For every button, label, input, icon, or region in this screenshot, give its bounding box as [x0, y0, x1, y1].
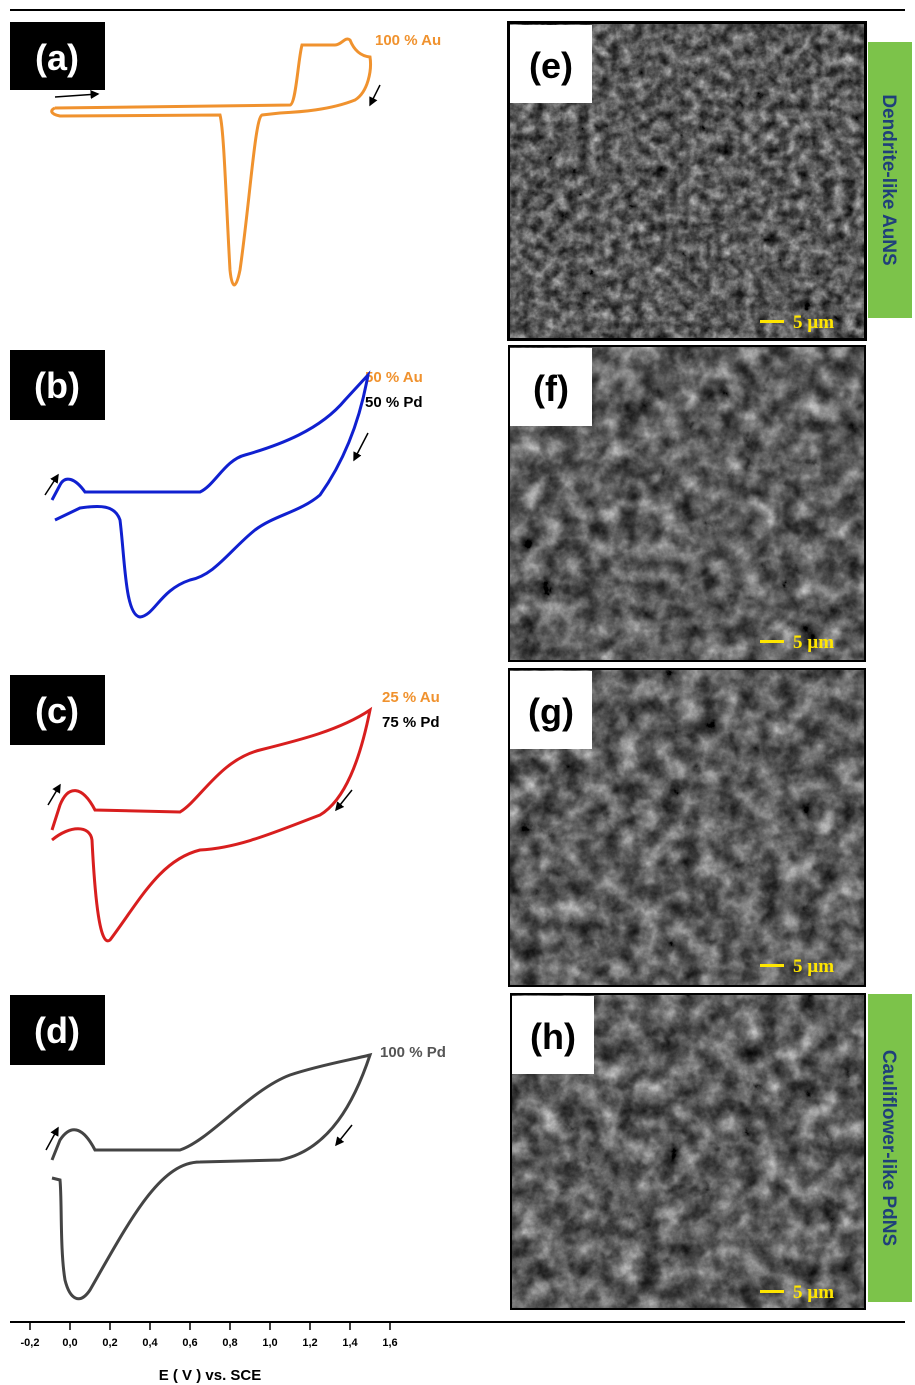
scale-bars — [760, 320, 784, 1293]
label-box — [10, 22, 105, 90]
scale-label: 5 µm — [793, 312, 834, 333]
image-label-box — [510, 25, 592, 103]
arrow — [47, 783, 61, 806]
sem-images: (e) (f) (g) (h) 5 µm 5 µm 5 µm 5 µm — [507, 21, 867, 1310]
image-label: (f) — [533, 368, 569, 409]
tick-label: 1,4 — [342, 1337, 358, 1349]
scale-label: 5 µm — [793, 1282, 834, 1303]
composition: 25 % Au — [382, 689, 440, 706]
tick-label: 0,2 — [102, 1337, 117, 1349]
arrows — [44, 84, 381, 1151]
panel-label: (a) — [35, 37, 79, 78]
arrow — [335, 1124, 353, 1147]
tick-label: -0,2 — [21, 1337, 40, 1349]
tick-label: 0,0 — [62, 1337, 77, 1349]
arrow — [369, 84, 381, 107]
arrow — [44, 473, 59, 496]
image-label: (e) — [529, 45, 573, 86]
cv-curve — [50, 37, 372, 287]
composition: 75 % Pd — [382, 714, 440, 731]
tick-label: 1,6 — [382, 1337, 397, 1349]
image-label-box — [510, 671, 592, 749]
panel-label: (d) — [34, 1010, 80, 1051]
image-label: (g) — [528, 691, 574, 732]
image-label: (h) — [530, 1016, 576, 1057]
tick-label: 0,4 — [142, 1337, 158, 1349]
side-label: Cauliflower-like PdNS — [878, 1050, 899, 1246]
scale-bar — [760, 1290, 784, 1293]
image-label-box — [510, 348, 592, 426]
tick-label: 0,6 — [182, 1337, 197, 1349]
label-box — [10, 995, 105, 1065]
tick-label: 0,8 — [222, 1337, 237, 1349]
scale-label: 5 µm — [793, 632, 834, 653]
arrow — [45, 1126, 59, 1151]
tick-label: 1,2 — [302, 1337, 317, 1349]
image-label-box — [512, 996, 594, 1074]
side-label-box — [868, 994, 912, 1302]
scale-bar — [760, 640, 784, 643]
cv-curve — [50, 706, 373, 943]
scale-bar — [760, 964, 784, 967]
x-ticks: -0,2 0,0 0,2 0,4 0,6 0,8 1,0 1,2 1,4 1,6 — [21, 1322, 398, 1349]
arrow — [353, 432, 369, 462]
arrow — [54, 90, 100, 100]
scale-bar — [760, 320, 784, 323]
x-axis-label: E ( V ) vs. SCE — [159, 1367, 262, 1384]
side-label: Dendrite-like AuNS — [878, 94, 899, 265]
composition: 100 % Pd — [380, 1044, 446, 1061]
label-box — [10, 675, 105, 745]
label-box — [10, 350, 105, 420]
scale-label: 5 µm — [793, 956, 834, 977]
tick-label: 1,0 — [262, 1337, 277, 1349]
composition: 100 % Au — [375, 32, 441, 49]
composition: 50 % Pd — [365, 394, 423, 411]
composition: 50 % Au — [365, 369, 423, 386]
panel-label: (c) — [35, 690, 79, 731]
arrow — [335, 789, 353, 812]
panel-label: (b) — [34, 365, 80, 406]
cv-curve — [50, 370, 371, 619]
panel-labels: (a) (b) (c) (d) — [10, 22, 105, 1065]
cv-curve — [50, 1052, 373, 1301]
side-label-box — [868, 42, 912, 318]
